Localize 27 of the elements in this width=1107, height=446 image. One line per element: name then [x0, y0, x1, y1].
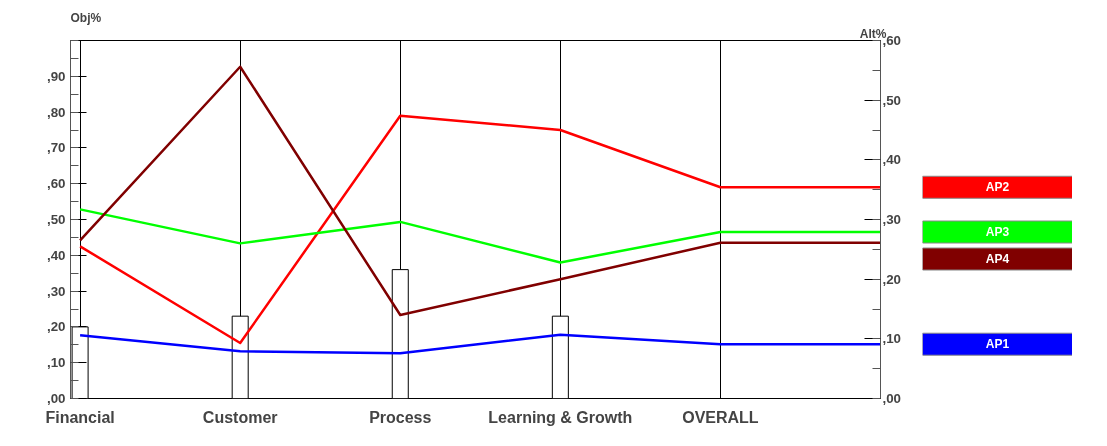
y2-tick-label: ,10	[882, 331, 902, 347]
y-tick-label: ,80	[46, 104, 66, 120]
x-tick-label: Learning & Growth	[488, 408, 633, 426]
y-tick-label: ,60	[46, 176, 66, 192]
text: AP1	[985, 337, 1010, 352]
y-tick-label: ,90	[46, 68, 66, 84]
y-tick-label: ,30	[46, 283, 66, 299]
y-tick-label: ,50	[46, 212, 66, 227]
y2-axis-title: Alt%	[859, 26, 887, 41]
text: AP2	[985, 180, 1010, 195]
text: AP3	[985, 225, 1010, 240]
y2-tick-label: ,20	[882, 271, 902, 287]
x-tick-label: Customer	[202, 408, 278, 426]
y2-tick-label: ,30	[882, 212, 902, 227]
x-tick-label: Process	[369, 408, 432, 426]
y-tick-label: ,20	[46, 319, 66, 335]
x-tick-label: Financial	[45, 408, 115, 426]
y2-tick-label: ,00	[882, 391, 902, 406]
y-tick-label: ,00	[46, 391, 66, 406]
text: AP4	[985, 252, 1010, 267]
x-tick-label: OVERALL	[682, 408, 759, 426]
y-tick-label: ,70	[46, 140, 66, 156]
y2-tick-label: ,40	[882, 152, 902, 168]
y-tick-label: ,40	[46, 247, 66, 263]
y-tick-label: ,10	[46, 355, 66, 371]
y2-tick-label: ,50	[882, 92, 902, 108]
y-axis-title: Obj%	[70, 10, 102, 25]
